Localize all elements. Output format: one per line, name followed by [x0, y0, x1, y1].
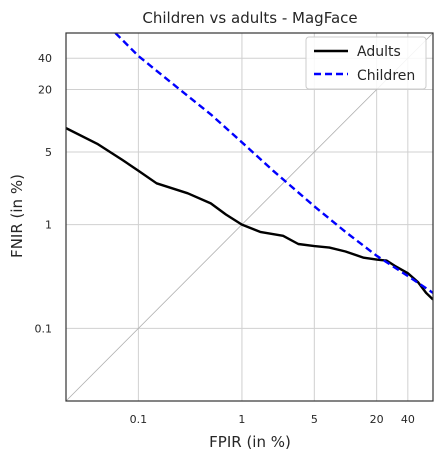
legend-label-adults: Adults — [357, 44, 401, 60]
series-line-adults — [66, 127, 433, 301]
legend-label-children: Children — [357, 68, 415, 84]
x-tick-labels: 0.1 1 5 20 40 — [130, 413, 415, 426]
series-line-children — [114, 33, 433, 294]
diagonal-reference-line — [65, 32, 434, 402]
y-tick-label: 0.1 — [35, 322, 53, 335]
y-tick-label: 40 — [38, 52, 52, 65]
y-tick-label: 20 — [38, 83, 52, 96]
x-tick-label: 40 — [401, 413, 415, 426]
x-tick-label: 1 — [238, 413, 245, 426]
x-axis-label: FPIR (in %) — [209, 433, 291, 451]
y-tick-label: 5 — [45, 146, 52, 159]
y-tick-label: 1 — [45, 219, 52, 232]
legend: Adults Children — [305, 36, 427, 90]
series-layer — [66, 33, 433, 301]
x-tick-label: 5 — [311, 413, 318, 426]
y-tick-labels: 0.1 1 5 20 40 — [35, 52, 53, 335]
chart-title: Children vs adults - MagFace — [142, 9, 357, 27]
x-tick-label: 0.1 — [130, 413, 148, 426]
plot-frame — [65, 32, 434, 402]
y-axis-label: FNIR (in %) — [8, 174, 26, 258]
x-tick-label: 20 — [370, 413, 384, 426]
